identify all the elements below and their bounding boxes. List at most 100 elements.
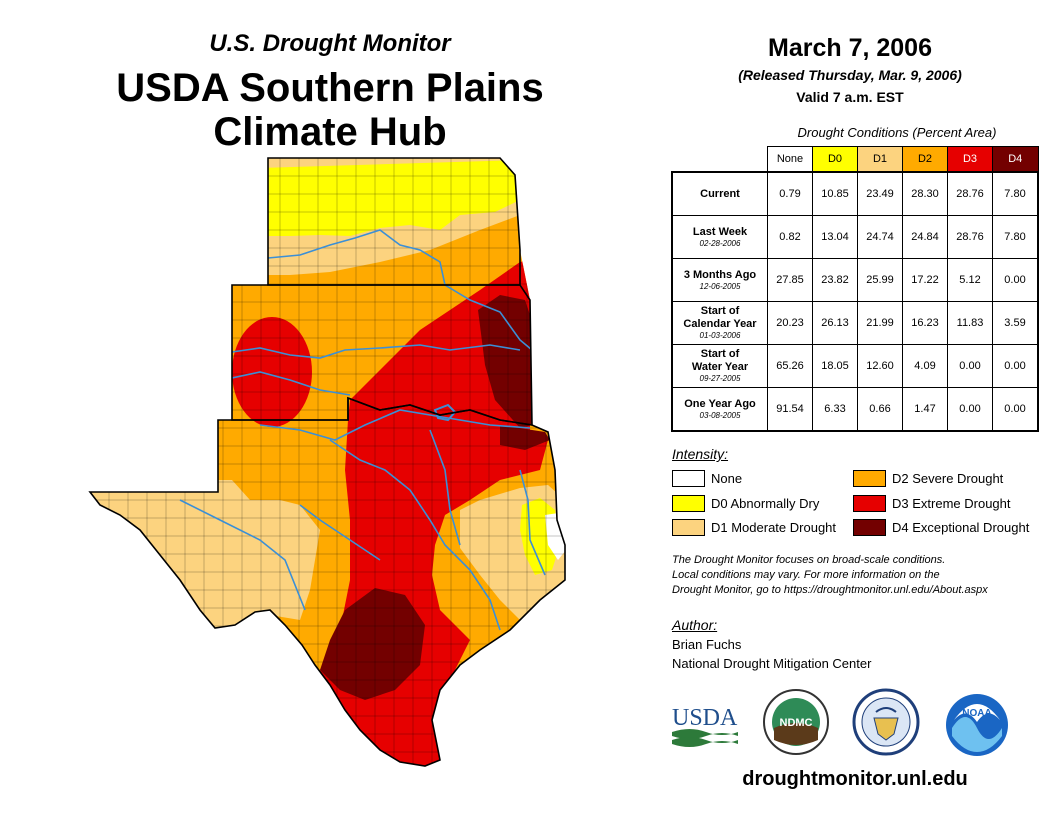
table-cell: 18.05 <box>812 344 858 388</box>
noaa-logo: NOAA <box>946 694 1008 756</box>
table-cell: 17.22 <box>902 258 948 302</box>
table-cell: 7.80 <box>992 171 1039 216</box>
table-cell: 6.33 <box>812 387 858 432</box>
legend-swatch-d0 <box>672 495 705 512</box>
row-date: 02-28-2006 <box>699 238 741 248</box>
column-header-d4: D4 <box>992 146 1039 173</box>
table-cell: 28.76 <box>947 171 993 216</box>
table-row: One Year Ago 03-08-2005 91.54 6.33 0.66 1.47 0… <box>671 387 1039 432</box>
table-caption: Drought Conditions (Percent Area) <box>797 125 997 140</box>
river-trinity <box>429 429 461 546</box>
table-cell: 0.00 <box>992 258 1039 302</box>
texas-outline <box>88 396 566 767</box>
table-cell: 24.74 <box>857 215 903 259</box>
map-title-line1: USDA Southern Plains <box>116 66 544 110</box>
column-header-d0: D0 <box>812 146 858 173</box>
legend-item-none: None <box>672 470 742 487</box>
state-borders <box>88 157 566 767</box>
drought-map <box>88 157 566 767</box>
map-supertitle: U.S. Drought Monitor <box>209 30 451 57</box>
row-label-text: Current <box>700 187 740 200</box>
table-body: Current 0.79 10.85 23.49 28.30 28.76 7.80 Last … <box>671 171 1039 432</box>
table-cell: 7.80 <box>992 215 1039 259</box>
map-title-line2: Climate Hub <box>213 110 447 154</box>
row-label-text-2: Water Year <box>691 361 749 373</box>
table-cell: 3.59 <box>992 301 1039 345</box>
river-colorado <box>299 504 381 561</box>
legend-item-d4: D4 Exceptional Drought <box>853 519 1029 536</box>
column-header-d2: D2 <box>902 146 948 173</box>
river-north-canadian <box>231 371 351 396</box>
table-cell: 0.79 <box>767 171 813 216</box>
legend-swatch-d3 <box>853 495 886 512</box>
river-canadian <box>231 344 521 359</box>
usda-logo: USDA <box>672 705 738 747</box>
table-cell: 0.66 <box>857 387 903 432</box>
table-cell: 23.49 <box>857 171 903 216</box>
table-cell: 0.82 <box>767 215 813 259</box>
table-cell: 4.09 <box>902 344 948 388</box>
d1-area-west-texas <box>90 480 320 630</box>
row-label-text: 3 Months Ago <box>683 268 757 281</box>
row-label-text: Start of <box>700 348 740 360</box>
release-date: (Released Thursday, Mar. 9, 2006) <box>738 67 962 83</box>
column-header-d1: D1 <box>857 146 903 173</box>
row-label: One Year Ago 03-08-2005 <box>671 387 768 432</box>
noaa-logo-text: NOAA <box>962 708 991 719</box>
usda-logo-text: USDA <box>672 705 738 731</box>
d4-area-south-texas <box>320 588 425 700</box>
river-pecos <box>179 499 306 611</box>
note-line-3: Drought Monitor, go to https://droughtmo… <box>672 584 988 596</box>
table-cell: 5.12 <box>947 258 993 302</box>
author-heading: Author: <box>672 617 718 633</box>
table-cell: 65.26 <box>767 344 813 388</box>
d4-area-east-texas <box>500 425 550 450</box>
row-label-text: Start of <box>700 305 740 317</box>
legend-label-d2: D2 Severe Drought <box>892 471 1004 486</box>
table-header-blank <box>672 147 768 173</box>
legend-swatch-d4 <box>853 519 886 536</box>
table-row: Start of Calendar Year 01-03-2006 20.23 26.1… <box>671 301 1039 345</box>
rivers <box>179 229 546 631</box>
table-cell: 1.47 <box>902 387 948 432</box>
d3-area-panhandle <box>232 317 312 427</box>
table-cell: 21.99 <box>857 301 903 345</box>
row-date: 03-08-2005 <box>699 410 741 420</box>
legend-item-d2: D2 Severe Drought <box>853 470 1003 487</box>
table-header-row: None D0 D1 D2 D3 D4 <box>672 146 1039 173</box>
table-row: Last Week 02-28-2006 0.82 13.04 24.74 24.84 28… <box>671 215 1039 259</box>
table-cell: 10.85 <box>812 171 858 216</box>
table-cell: 11.83 <box>947 301 993 345</box>
map-date: March 7, 2006 <box>768 34 932 62</box>
commerce-seal-logo <box>852 688 920 756</box>
legend-item-d3: D3 Extreme Drought <box>853 495 1011 512</box>
table-cell: 20.23 <box>767 301 813 345</box>
table-cell: 23.82 <box>812 258 858 302</box>
legend-title: Intensity: <box>672 446 729 462</box>
author-name: Brian Fuchs <box>672 637 742 652</box>
table-cell: 25.99 <box>857 258 903 302</box>
row-label-text: Last Week <box>692 225 748 238</box>
row-label: 3 Months Ago 12-06-2005 <box>671 258 768 302</box>
table-row: Start of Water Year 09-27-2005 65.26 18.05 12… <box>671 344 1039 388</box>
map-title: USDA Southern Plains Climate Hub <box>60 66 600 154</box>
note-line-2: Local conditions may vary. For more info… <box>672 569 940 581</box>
row-date: 09-27-2005 <box>699 374 741 383</box>
table-cell: 28.30 <box>902 171 948 216</box>
column-header-d3: D3 <box>947 146 993 173</box>
table-row: 3 Months Ago 12-06-2005 27.85 23.82 25.99 17.… <box>671 258 1039 302</box>
table-cell: 12.60 <box>857 344 903 388</box>
ndmc-logo-text: NDMC <box>780 717 813 729</box>
drought-areas <box>90 158 565 766</box>
table-cell: 24.84 <box>902 215 948 259</box>
valid-time: Valid 7 a.m. EST <box>796 89 904 105</box>
table-cell: 13.04 <box>812 215 858 259</box>
website-link[interactable]: droughtmonitor.unl.edu <box>742 768 968 790</box>
river-sabine <box>519 469 546 576</box>
row-label: Start of Water Year 09-27-2005 <box>671 344 768 388</box>
legend-label-d3: D3 Extreme Drought <box>892 496 1011 511</box>
table-cell: 0.00 <box>992 387 1039 432</box>
row-label: Start of Calendar Year 01-03-2006 <box>671 301 768 345</box>
table-cell: 27.85 <box>767 258 813 302</box>
table-cell: 0.00 <box>992 344 1039 388</box>
